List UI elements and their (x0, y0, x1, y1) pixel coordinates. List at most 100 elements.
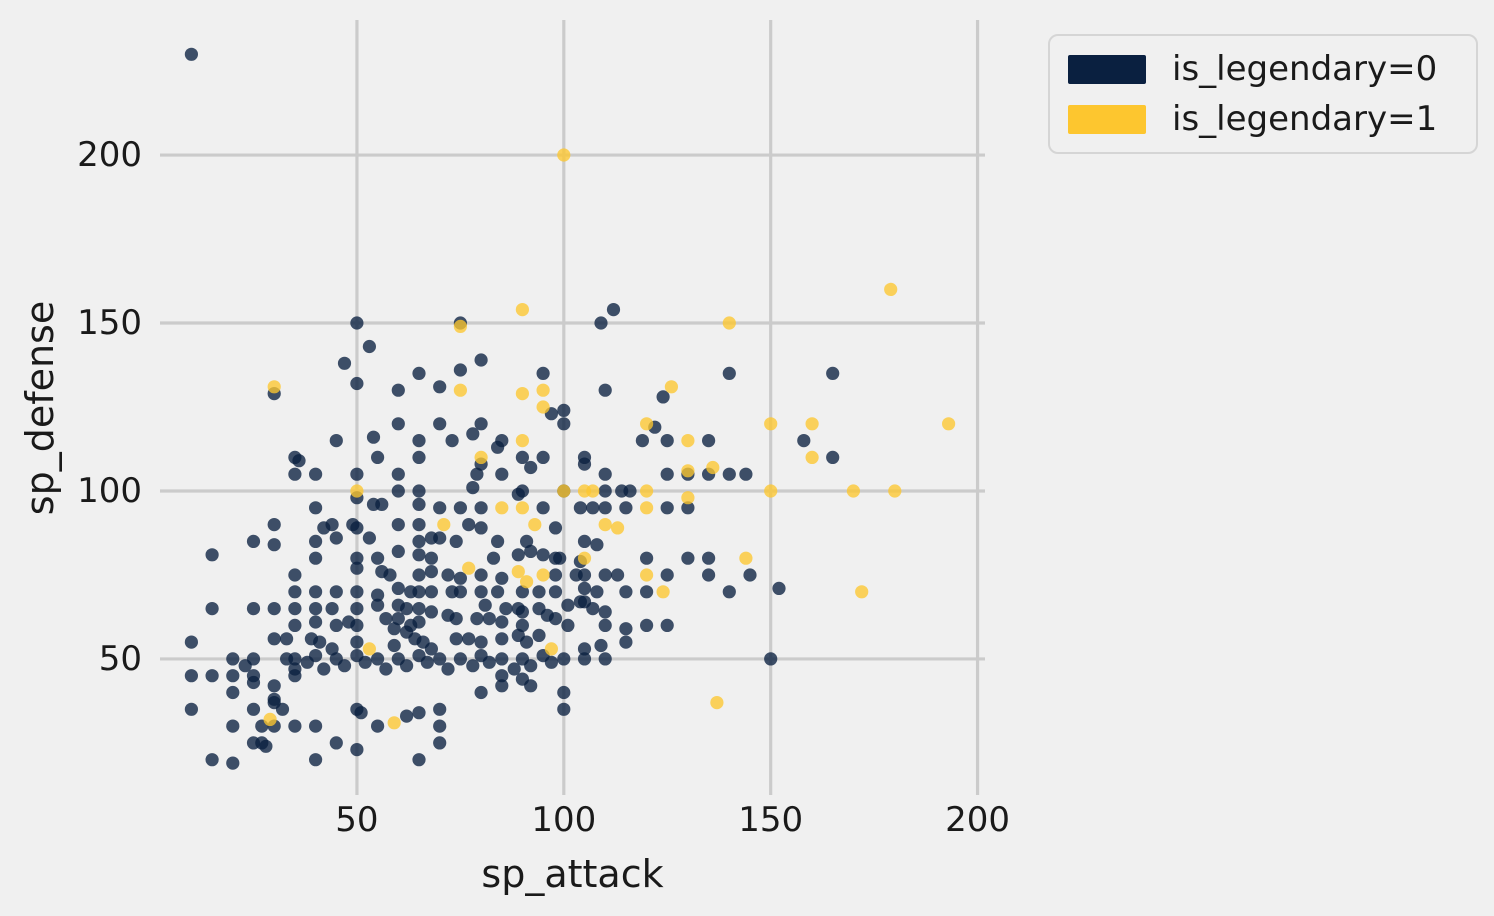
data-point (577, 568, 592, 582)
data-point (681, 501, 695, 515)
data-point (524, 544, 538, 559)
data-point (640, 501, 654, 515)
data-point (491, 585, 505, 599)
data-point (205, 753, 219, 767)
data-point (640, 568, 654, 582)
data-point (350, 467, 364, 481)
data-point (280, 632, 294, 646)
data-point (337, 659, 352, 673)
data-point (387, 716, 401, 730)
data-point (350, 316, 364, 330)
data-point (470, 467, 484, 481)
data-point (598, 618, 612, 633)
data-point (474, 501, 488, 515)
data-point (710, 696, 724, 710)
data-point (495, 652, 509, 666)
data-point (379, 612, 393, 626)
data-point (515, 434, 530, 448)
data-point (433, 702, 447, 716)
data-point (445, 434, 459, 448)
data-point (462, 561, 476, 575)
x-tick-150: 150 (738, 800, 804, 840)
data-point (309, 649, 323, 663)
data-point (437, 518, 451, 532)
data-point (412, 615, 426, 629)
data-point (309, 719, 323, 733)
data-point (598, 518, 612, 532)
data-point (466, 481, 480, 495)
data-point (433, 736, 447, 750)
data-point (846, 484, 861, 498)
data-point (515, 501, 530, 515)
data-point (528, 518, 542, 532)
data-point (586, 484, 600, 498)
data-point (329, 618, 343, 633)
data-point (702, 434, 716, 448)
data-point (557, 685, 571, 700)
data-point (577, 534, 592, 549)
data-point (474, 635, 488, 649)
data-point (462, 518, 476, 532)
data-point (739, 551, 753, 565)
data-point (884, 282, 898, 296)
data-point (412, 484, 426, 498)
data-point (640, 618, 654, 633)
data-point (722, 467, 736, 481)
data-point (325, 642, 339, 656)
data-point (495, 615, 509, 629)
data-point (532, 628, 546, 643)
data-point (329, 736, 343, 750)
data-point (424, 565, 438, 579)
data-point (226, 719, 240, 733)
data-point (619, 501, 633, 515)
data-point (536, 568, 550, 582)
data-point (433, 719, 447, 733)
data-point (590, 585, 604, 599)
data-point (702, 551, 716, 565)
data-point (681, 434, 695, 448)
data-point (391, 518, 405, 532)
data-point (536, 450, 550, 464)
data-point (548, 521, 563, 535)
data-point (598, 383, 612, 397)
data-point (371, 652, 385, 666)
data-point (598, 484, 612, 498)
data-point (495, 679, 509, 693)
data-point (623, 484, 637, 498)
data-point (350, 484, 364, 498)
data-point (424, 642, 438, 656)
data-point (433, 380, 447, 394)
data-point (325, 602, 339, 616)
data-point (288, 719, 302, 733)
data-point (453, 363, 467, 377)
data-point (246, 602, 261, 616)
data-point (548, 585, 563, 599)
data-point (226, 756, 240, 770)
data-point (536, 501, 550, 515)
data-point (499, 602, 513, 616)
data-point (412, 568, 426, 582)
data-point (640, 585, 654, 599)
data-point (371, 450, 385, 464)
data-point (586, 602, 600, 616)
data-point (246, 675, 261, 690)
x-tick-50: 50 (335, 800, 379, 840)
data-point (412, 753, 426, 767)
data-point (309, 753, 323, 767)
x-tick-100: 100 (531, 800, 597, 840)
data-point (515, 484, 530, 498)
data-point (453, 319, 467, 333)
data-point (482, 612, 496, 626)
data-point (656, 585, 670, 599)
data-point (515, 450, 530, 464)
data-point (619, 622, 633, 636)
data-point (495, 669, 509, 683)
y-tick-100: 100 (77, 470, 142, 511)
data-point (337, 356, 352, 370)
data-point (594, 316, 608, 330)
data-point (350, 376, 364, 391)
data-point (764, 417, 778, 431)
data-point (449, 612, 463, 626)
data-point (267, 380, 281, 394)
